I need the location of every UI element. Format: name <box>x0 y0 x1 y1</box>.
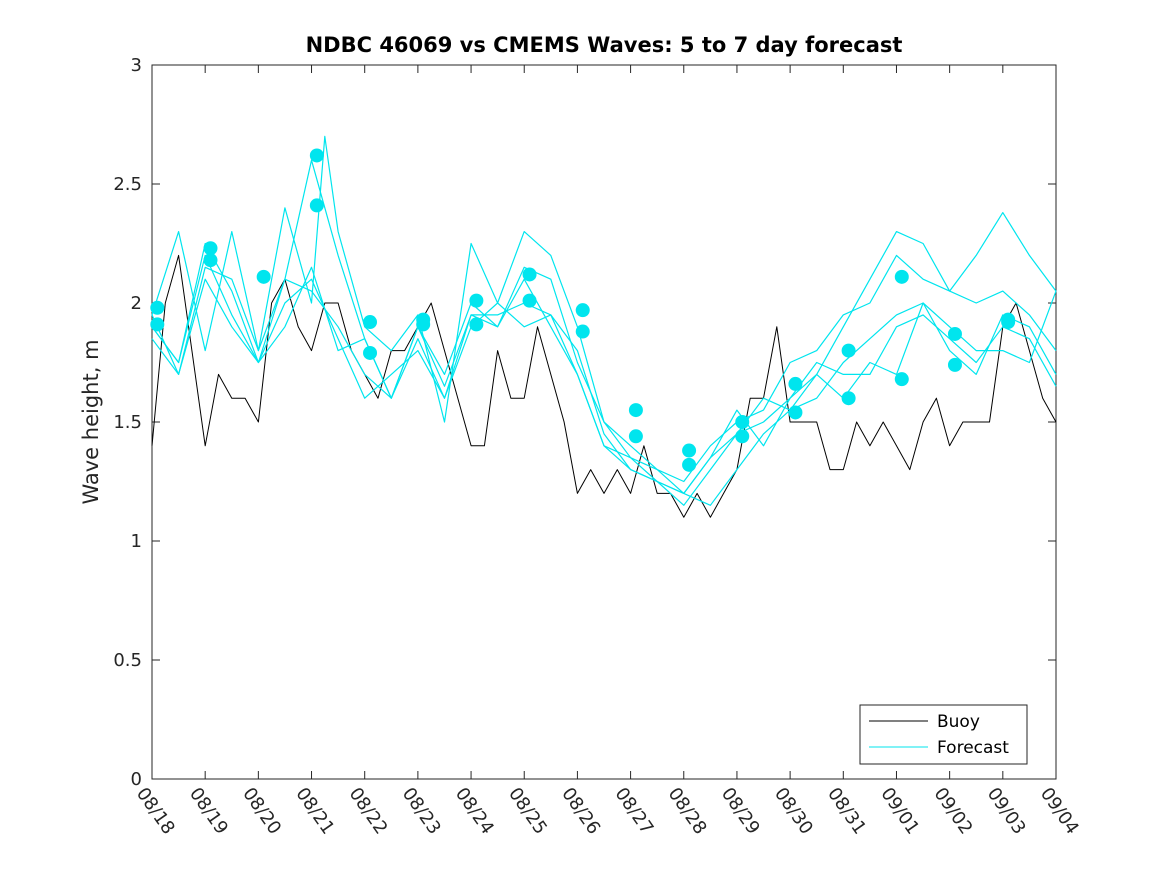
forecast-marker <box>150 317 165 332</box>
forecast-marker <box>894 372 909 387</box>
forecast-marker <box>203 241 218 256</box>
legend: Buoy Forecast <box>859 704 1028 765</box>
chart-title: NDBC 46069 vs CMEMS Waves: 5 to 7 day fo… <box>306 33 903 57</box>
forecast-marker <box>841 343 856 358</box>
forecast-marker <box>1001 315 1016 330</box>
forecast-marker <box>947 357 962 372</box>
forecast-marker <box>575 303 590 318</box>
y-axis: 0 0.5 1 1.5 2 2.5 3 <box>113 55 1056 790</box>
forecast-marker <box>628 403 643 418</box>
y-tick-label: 0.5 <box>113 650 142 671</box>
forecast-marker <box>788 376 803 391</box>
forecast-marker <box>575 324 590 339</box>
forecast-marker <box>309 198 324 213</box>
forecast-marker <box>363 315 378 330</box>
forecast-marker <box>469 317 484 332</box>
forecast-series-line <box>151 266 1057 506</box>
buoy-series-line <box>151 254 1057 518</box>
y-axis-label: Wave height, m <box>79 339 103 504</box>
forecast-marker <box>735 415 750 429</box>
forecast-marker <box>203 253 218 268</box>
forecast-marker <box>841 391 856 406</box>
forecast-marker <box>416 317 431 332</box>
legend-buoy-label: Buoy <box>937 712 980 732</box>
forecast-marker <box>894 269 909 284</box>
series-layer <box>151 135 1057 518</box>
forecast-marker <box>150 300 165 315</box>
forecast-series-line <box>151 159 1057 483</box>
forecast-marker <box>469 293 484 308</box>
y-tick-label: 3 <box>131 55 142 76</box>
y-tick-label: 0 <box>131 769 142 790</box>
forecast-marker <box>363 345 378 360</box>
y-tick-label: 1 <box>131 531 142 552</box>
forecast-marker <box>682 457 697 472</box>
forecast-marker <box>522 293 537 308</box>
forecast-marker <box>682 443 697 458</box>
forecast-marker <box>735 429 750 444</box>
forecast-series-line <box>151 135 1057 494</box>
y-tick-label: 2 <box>131 293 142 314</box>
y-tick-label: 2.5 <box>113 174 142 195</box>
y-tick-label: 1.5 <box>113 412 142 433</box>
legend-box <box>859 704 1028 765</box>
forecast-marker <box>309 148 324 163</box>
forecast-marker <box>256 269 271 284</box>
forecast-marker <box>628 429 643 444</box>
forecast-marker <box>947 326 962 341</box>
forecast-marker <box>522 267 537 282</box>
marker-layer <box>150 148 1016 472</box>
forecast-marker <box>788 405 803 420</box>
legend-forecast-label: Forecast <box>937 738 1009 758</box>
